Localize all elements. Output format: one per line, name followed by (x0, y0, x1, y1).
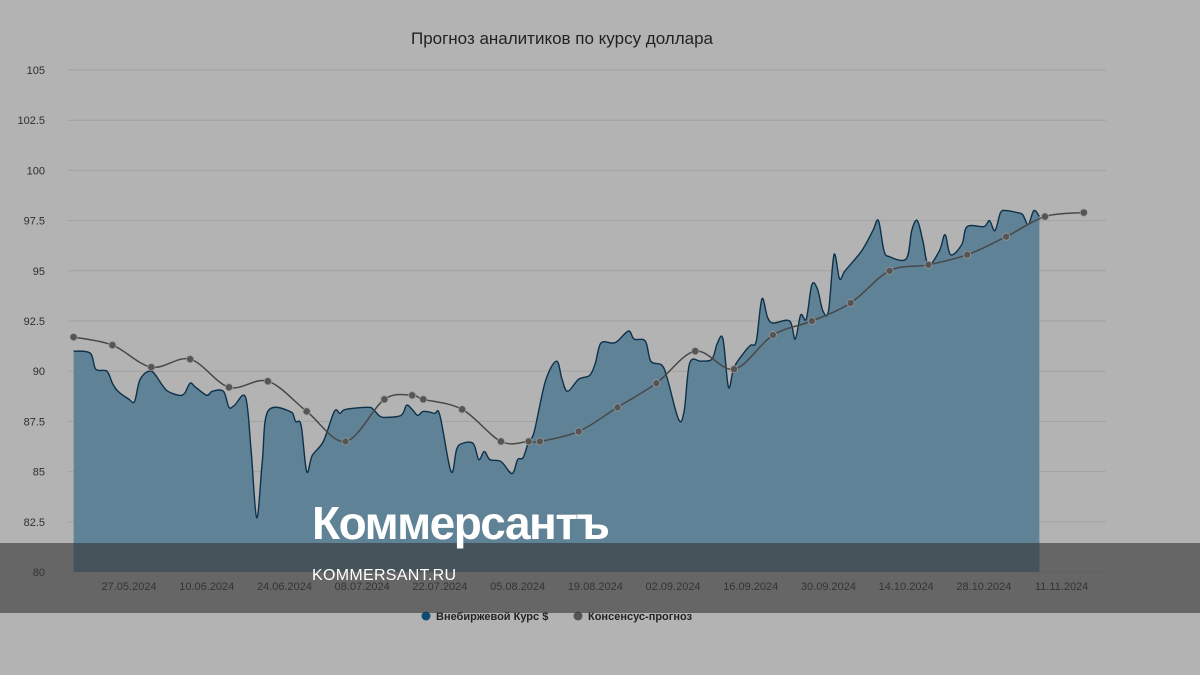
data-point (535, 437, 544, 446)
y-tick-label: 82.5 (24, 517, 45, 529)
data-point (380, 395, 389, 404)
data-point (691, 347, 700, 356)
y-tick-label: 90 (33, 366, 45, 378)
data-point (1002, 232, 1011, 241)
legend-label: Консенсус-прогноз (588, 611, 693, 623)
data-point (846, 298, 855, 307)
watermark-brand: Коммерсантъ (312, 497, 610, 549)
y-tick-label: 87.5 (24, 416, 45, 428)
data-point (807, 316, 816, 325)
data-point (408, 391, 417, 400)
legend: Внебиржевой Курс $ Консенсус-прогноз (421, 611, 693, 623)
data-point (496, 437, 505, 446)
data-point (341, 437, 350, 446)
data-point (574, 427, 583, 436)
y-tick-label: 105 (27, 65, 45, 77)
data-point (69, 333, 78, 342)
data-point (652, 379, 661, 388)
plot-area (69, 208, 1088, 573)
y-tick-label: 92.5 (24, 316, 45, 328)
legend-marker (573, 611, 583, 621)
legend-label: Внебиржевой Курс $ (436, 611, 548, 623)
data-point (1079, 208, 1088, 217)
data-point (419, 395, 428, 404)
watermark-url[interactable]: KOMMERSANT.RU (312, 567, 457, 584)
watermark-banner (0, 543, 1200, 613)
series-area (73, 210, 1040, 573)
data-point (924, 260, 933, 269)
legend-marker (421, 611, 431, 621)
data-point (458, 405, 467, 414)
y-tick-label: 85 (33, 467, 45, 479)
chart-title: Прогноз аналитиков по курсу доллара (411, 29, 714, 48)
data-point (768, 331, 777, 340)
y-tick-label: 102.5 (17, 115, 45, 127)
data-point (730, 365, 739, 374)
y-tick-label: 100 (27, 165, 45, 177)
series-line (73, 209, 1040, 519)
data-point (186, 355, 195, 364)
data-point (885, 266, 894, 275)
data-point (963, 250, 972, 259)
y-tick-label: 95 (33, 266, 45, 278)
data-point (524, 437, 533, 446)
data-point (613, 403, 622, 412)
data-point (263, 377, 272, 386)
data-point (1040, 212, 1049, 221)
data-point (224, 383, 233, 392)
y-tick-label: 97.5 (24, 216, 45, 228)
data-point (302, 407, 311, 416)
data-point (147, 363, 156, 372)
data-point (108, 341, 117, 350)
